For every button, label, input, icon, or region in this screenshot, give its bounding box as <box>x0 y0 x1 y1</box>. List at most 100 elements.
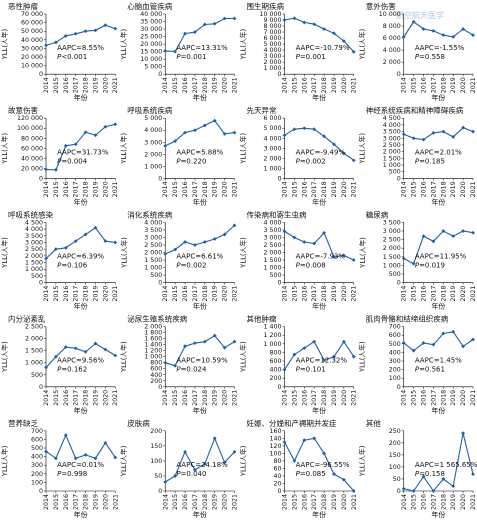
data-point <box>53 456 58 461</box>
x-tick-label: 2021 <box>232 390 239 406</box>
y-tick-label: 1 000 <box>383 162 401 169</box>
y-axis-label: YLL(人年) <box>119 28 128 60</box>
data-point <box>282 133 287 138</box>
x-tick-label: 2014 <box>162 77 169 93</box>
data-point <box>163 48 168 53</box>
x-tick-label: 2017 <box>73 494 80 510</box>
data-point <box>441 33 446 37</box>
x-tick-label: 2019 <box>450 286 457 302</box>
aapc-annotation: AAPC=31.73% <box>57 148 109 156</box>
y-axis-label: YLL(人年) <box>239 445 248 477</box>
x-tick-label: 2015 <box>291 286 298 302</box>
y-tick-label: 2 000 <box>383 245 401 252</box>
y-tick-label: 10 000 <box>379 11 401 18</box>
data-point <box>202 22 207 27</box>
p-value-annotation: P=0.158 <box>415 470 445 478</box>
y-tick-label: 400 <box>269 367 281 374</box>
data-point <box>53 247 58 252</box>
x-tick-label: 2015 <box>291 494 298 510</box>
y-tick-label: 500 <box>269 272 281 279</box>
data-point <box>421 27 426 31</box>
x-tick-label: 2019 <box>92 390 99 406</box>
data-point <box>351 258 356 262</box>
x-tick-label: 2021 <box>232 494 239 510</box>
y-axis-label: YLL(人年) <box>239 133 248 165</box>
x-tick-label: 2014 <box>401 390 408 406</box>
x-tick-label: 2021 <box>351 77 358 93</box>
data-point <box>461 431 466 436</box>
chart-title: 呼吸系统感染 <box>8 209 53 219</box>
y-tick-label: 3 000 <box>263 53 281 60</box>
aapc-annotation: AAPC=24.18% <box>176 461 228 469</box>
x-tick-label: 2019 <box>450 494 457 510</box>
y-tick-label: 3 500 <box>25 233 43 240</box>
aapc-annotation: AAPC=13.31% <box>176 44 228 52</box>
x-tick-label: 2020 <box>222 494 229 510</box>
x-tick-label: 2018 <box>202 77 209 93</box>
data-point <box>163 252 168 256</box>
x-tick-label: 2017 <box>430 390 437 406</box>
chart-title: 内分泌紊乱 <box>8 314 46 324</box>
x-axis-label: 年份 <box>431 302 445 311</box>
data-point <box>183 344 187 349</box>
series-line <box>165 17 235 53</box>
data-point <box>73 31 78 36</box>
y-tick-label: 7 000 <box>263 29 281 36</box>
y-tick-label: 60 <box>273 465 281 472</box>
x-tick-label: 2020 <box>341 286 348 302</box>
data-point <box>212 436 217 441</box>
data-point <box>73 346 78 351</box>
y-tick-label: 2 000 <box>383 59 401 66</box>
y-tick-label: 1 200 <box>144 348 162 355</box>
data-point <box>173 247 178 252</box>
y-tick-label: 0 <box>158 384 162 391</box>
p-value-annotation: P=0.162 <box>57 366 87 374</box>
data-point <box>351 354 356 359</box>
y-tick-label: 0 <box>277 280 281 287</box>
x-tick-label: 2017 <box>192 390 199 406</box>
data-point <box>411 261 416 266</box>
data-point <box>173 49 178 54</box>
y-axis-label: YLL(人年) <box>239 237 248 269</box>
y-tick-label: 8 000 <box>263 23 281 30</box>
data-point <box>441 229 446 233</box>
y-tick-label: 1 500 <box>144 257 162 264</box>
x-tick-label: 2018 <box>202 181 209 197</box>
data-point <box>44 256 48 261</box>
data-point <box>351 158 356 163</box>
x-axis-label: 年份 <box>74 406 88 415</box>
y-tick-label: 2 000 <box>263 250 281 257</box>
x-tick-label: 2017 <box>311 286 318 302</box>
y-tick-label: 2 000 <box>144 250 162 257</box>
data-point <box>401 341 406 345</box>
y-tick-label: 1 000 <box>263 265 281 272</box>
y-tick-label: 100 <box>31 479 43 486</box>
series-line <box>165 436 235 483</box>
data-point <box>202 240 207 244</box>
x-tick-label: 2018 <box>321 494 328 510</box>
data-point <box>103 23 108 28</box>
y-tick-label: 0 <box>277 175 281 182</box>
x-tick-label: 2015 <box>172 390 179 406</box>
y-tick-label: 500 <box>389 341 401 348</box>
data-point <box>103 440 108 445</box>
y-tick-label: 0 <box>39 175 43 182</box>
p-value-annotation: P=0.001 <box>296 53 326 61</box>
y-axis-label: YLL(人年) <box>239 28 248 60</box>
x-tick-label: 2021 <box>470 286 477 302</box>
series-line <box>284 340 355 370</box>
x-tick-label: 2017 <box>430 77 437 93</box>
data-point <box>73 142 78 147</box>
x-tick-label: 2014 <box>43 181 50 197</box>
chart-title: 其他肿瘤 <box>247 314 277 324</box>
y-tick-label: 100 <box>150 458 162 465</box>
data-point <box>44 43 48 48</box>
data-point <box>431 342 436 347</box>
data-point <box>163 480 168 484</box>
x-tick-label: 2021 <box>470 494 477 510</box>
y-tick-label: 10 000 <box>21 63 43 70</box>
x-axis-label: 年份 <box>193 406 207 415</box>
y-tick-label: 40 000 <box>140 11 162 18</box>
